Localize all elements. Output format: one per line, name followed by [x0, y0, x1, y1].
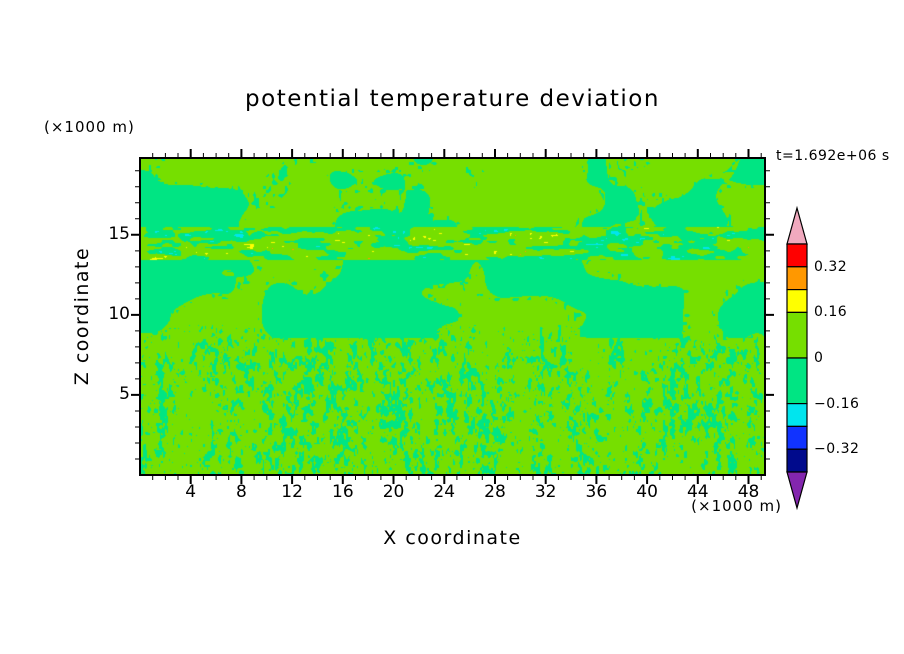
- colorbar-segment: [786, 357, 808, 405]
- x-tick-label: 40: [636, 482, 658, 502]
- colorbar-label: 0.16: [814, 304, 848, 321]
- x-tick-label: 48: [737, 482, 760, 502]
- x-tick-label: 36: [585, 482, 608, 502]
- time-annotation: t=1.692e+06 s: [776, 148, 890, 164]
- colorbar-segment: [786, 288, 808, 313]
- x-axis-title: X coordinate: [383, 527, 522, 549]
- colorbar-label: 0.32: [814, 258, 848, 275]
- x-tick-label: 24: [433, 482, 456, 502]
- colorbar-segment: [786, 425, 808, 450]
- colorbar-label: −0.32: [814, 441, 860, 458]
- x-tick-label: 12: [281, 482, 303, 502]
- x-tick-label: 20: [382, 482, 405, 502]
- colorbar-segment: [786, 243, 808, 268]
- x-tick-label: 16: [332, 482, 354, 502]
- colorbar-label: 0: [814, 350, 824, 366]
- colorbar-segment: [786, 448, 808, 473]
- x-tick-label: 4: [185, 482, 197, 502]
- colorbar-top-arrow: [786, 205, 808, 245]
- y-axis-unit-label: (×1000 m): [44, 118, 135, 136]
- colorbar-bottom-arrow: [786, 471, 808, 511]
- colorbar-segment: [786, 311, 808, 359]
- x-tick-label: 44: [686, 482, 709, 502]
- colorbar: [786, 205, 808, 511]
- y-tick-label: 15: [108, 223, 130, 244]
- colorbar-segment: [786, 266, 808, 291]
- colorbar-label: −0.16: [814, 395, 860, 412]
- y-tick-label: 5: [119, 383, 130, 404]
- x-axis-unit-label: (×1000 m): [691, 497, 782, 515]
- y-tick-label: 10: [108, 303, 130, 324]
- x-tick-label: 28: [484, 482, 506, 502]
- colorbar-segment: [786, 403, 808, 428]
- contour-field-canvas: [140, 158, 765, 475]
- x-tick-label: 32: [534, 482, 557, 502]
- chart-title: potential temperature deviation: [245, 86, 660, 112]
- x-tick-label: 8: [235, 482, 247, 502]
